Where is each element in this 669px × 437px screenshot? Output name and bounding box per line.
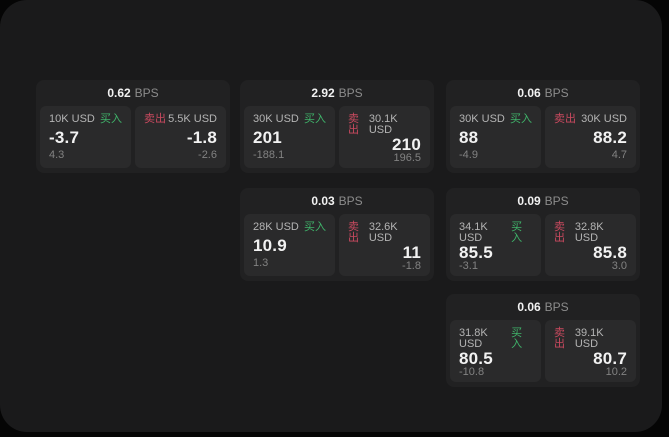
spread-unit-label: BPS <box>544 86 569 100</box>
buy-price: -3.7 <box>49 128 80 147</box>
buy-side-label: 买入 <box>304 113 326 125</box>
buy-price: 80.5 <box>459 349 493 368</box>
spread-header: 0.09 BPS <box>446 188 640 214</box>
sell-delta: 4.7 <box>611 149 627 161</box>
quote-panels: 34.1K USD 买入 85.5 -3.1 卖出 32.8K USD 85.8… <box>446 214 640 276</box>
quote-panels: 10K USD 买入 -3.7 4.3 卖出 5.5K USD -1.8 -2.… <box>36 106 230 168</box>
sell-side-label: 卖出 <box>554 327 565 350</box>
buy-amount: 30K USD <box>459 113 505 125</box>
spread-value: 0.06 <box>517 300 541 314</box>
spread-value: 0.06 <box>517 86 541 100</box>
buy-panel[interactable]: 30K USD 买入 88 -4.9 <box>450 106 541 168</box>
sell-amount: 5.5K USD <box>168 113 217 125</box>
sell-delta: 3.0 <box>611 260 627 272</box>
sell-panel[interactable]: 卖出 30K USD 88.2 4.7 <box>545 106 636 168</box>
spread-value: 0.03 <box>311 194 335 208</box>
buy-panel[interactable]: 10K USD 买入 -3.7 4.3 <box>40 106 131 168</box>
buy-amount: 31.8K USD <box>459 327 488 350</box>
spread-unit-label: BPS <box>338 194 363 208</box>
buy-panel[interactable]: 28K USD 买入 10.9 1.3 <box>244 214 335 276</box>
app-window: 0.62 BPS 10K USD 买入 -3.7 4.3 卖出 5.5K USD <box>0 0 662 432</box>
buy-panel[interactable]: 30K USD 买入 201 -188.1 <box>244 106 335 168</box>
sell-price: 80.7 <box>593 349 627 368</box>
sell-side-label: 卖出 <box>554 113 576 125</box>
buy-delta: 1.3 <box>253 257 269 269</box>
quote-card: 0.06 BPS 30K USD 买入 88 -4.9 卖出 30K USD <box>446 80 640 173</box>
sell-panel[interactable]: 卖出 5.5K USD -1.8 -2.6 <box>135 106 226 168</box>
spread-unit-label: BPS <box>134 86 159 100</box>
quote-panels: 30K USD 买入 201 -188.1 卖出 30.1K USD 210 1… <box>240 106 434 168</box>
spread-unit-label: BPS <box>544 194 569 208</box>
sell-price: 210 <box>392 135 421 154</box>
sell-panel[interactable]: 卖出 32.6K USD 11 -1.8 <box>339 214 430 276</box>
sell-price: 88.2 <box>593 128 627 147</box>
sell-amount: 32.8K USD <box>574 221 604 244</box>
buy-delta: 4.3 <box>49 149 65 161</box>
buy-amount: 34.1K USD <box>459 221 488 244</box>
sell-price: -1.8 <box>186 128 217 147</box>
buy-side-label: 买入 <box>100 113 122 125</box>
sell-amount: 39.1K USD <box>574 327 604 350</box>
buy-side-label: 买入 <box>510 113 532 125</box>
quote-card: 0.06 BPS 31.8K USD 买入 80.5 -10.8 卖出 39.1… <box>446 294 640 387</box>
spread-value: 0.62 <box>107 86 131 100</box>
spread-value: 2.92 <box>311 86 335 100</box>
quote-card: 2.92 BPS 30K USD 买入 201 -188.1 卖出 30.1K … <box>240 80 434 173</box>
spread-header: 0.06 BPS <box>446 80 640 106</box>
spread-header: 0.03 BPS <box>240 188 434 214</box>
quote-card: 0.09 BPS 34.1K USD 买入 85.5 -3.1 卖出 32.8K… <box>446 188 640 281</box>
sell-panel[interactable]: 卖出 30.1K USD 210 196.5 <box>339 106 430 168</box>
spread-unit-label: BPS <box>544 300 569 314</box>
sell-price: 11 <box>402 243 421 262</box>
sell-panel[interactable]: 卖出 39.1K USD 80.7 10.2 <box>545 320 636 382</box>
buy-delta: -3.1 <box>459 260 478 272</box>
spread-header: 0.62 BPS <box>36 80 230 106</box>
buy-amount: 30K USD <box>253 113 299 125</box>
sell-amount: 30.1K USD <box>368 113 398 136</box>
buy-side-label: 买入 <box>511 221 523 244</box>
sell-delta: -2.6 <box>198 149 217 161</box>
sell-delta: 196.5 <box>393 152 421 164</box>
sell-side-label: 卖出 <box>144 113 166 125</box>
sell-amount: 30K USD <box>581 113 627 125</box>
buy-amount: 28K USD <box>253 221 299 233</box>
quote-card: 0.62 BPS 10K USD 买入 -3.7 4.3 卖出 5.5K USD <box>36 80 230 173</box>
spread-header: 2.92 BPS <box>240 80 434 106</box>
sell-side-label: 卖出 <box>554 221 565 244</box>
sell-amount: 32.6K USD <box>368 221 398 244</box>
quote-panels: 28K USD 买入 10.9 1.3 卖出 32.6K USD 11 -1.8 <box>240 214 434 276</box>
sell-price: 85.8 <box>593 243 627 262</box>
sell-delta: 10.2 <box>605 366 627 378</box>
buy-price: 88 <box>459 128 479 147</box>
buy-amount: 10K USD <box>49 113 95 125</box>
spread-unit-label: BPS <box>338 86 363 100</box>
buy-price: 85.5 <box>459 243 493 262</box>
buy-panel[interactable]: 34.1K USD 买入 85.5 -3.1 <box>450 214 541 276</box>
quote-panels: 30K USD 买入 88 -4.9 卖出 30K USD 88.2 4.7 <box>446 106 640 168</box>
buy-price: 201 <box>253 128 282 147</box>
buy-delta: -10.8 <box>459 366 485 378</box>
buy-side-label: 买入 <box>304 221 326 233</box>
buy-delta: -4.9 <box>459 149 478 161</box>
spread-value: 0.09 <box>517 194 541 208</box>
sell-delta: -1.8 <box>402 260 421 272</box>
sell-panel[interactable]: 卖出 32.8K USD 85.8 3.0 <box>545 214 636 276</box>
quote-panels: 31.8K USD 买入 80.5 -10.8 卖出 39.1K USD 80.… <box>446 320 640 382</box>
buy-panel[interactable]: 31.8K USD 买入 80.5 -10.8 <box>450 320 541 382</box>
buy-delta: -188.1 <box>253 149 285 161</box>
buy-side-label: 买入 <box>511 327 523 350</box>
buy-price: 10.9 <box>253 236 287 255</box>
spread-header: 0.06 BPS <box>446 294 640 320</box>
sell-side-label: 卖出 <box>348 221 359 244</box>
quote-card: 0.03 BPS 28K USD 买入 10.9 1.3 卖出 32.6K US… <box>240 188 434 281</box>
sell-side-label: 卖出 <box>348 113 359 136</box>
